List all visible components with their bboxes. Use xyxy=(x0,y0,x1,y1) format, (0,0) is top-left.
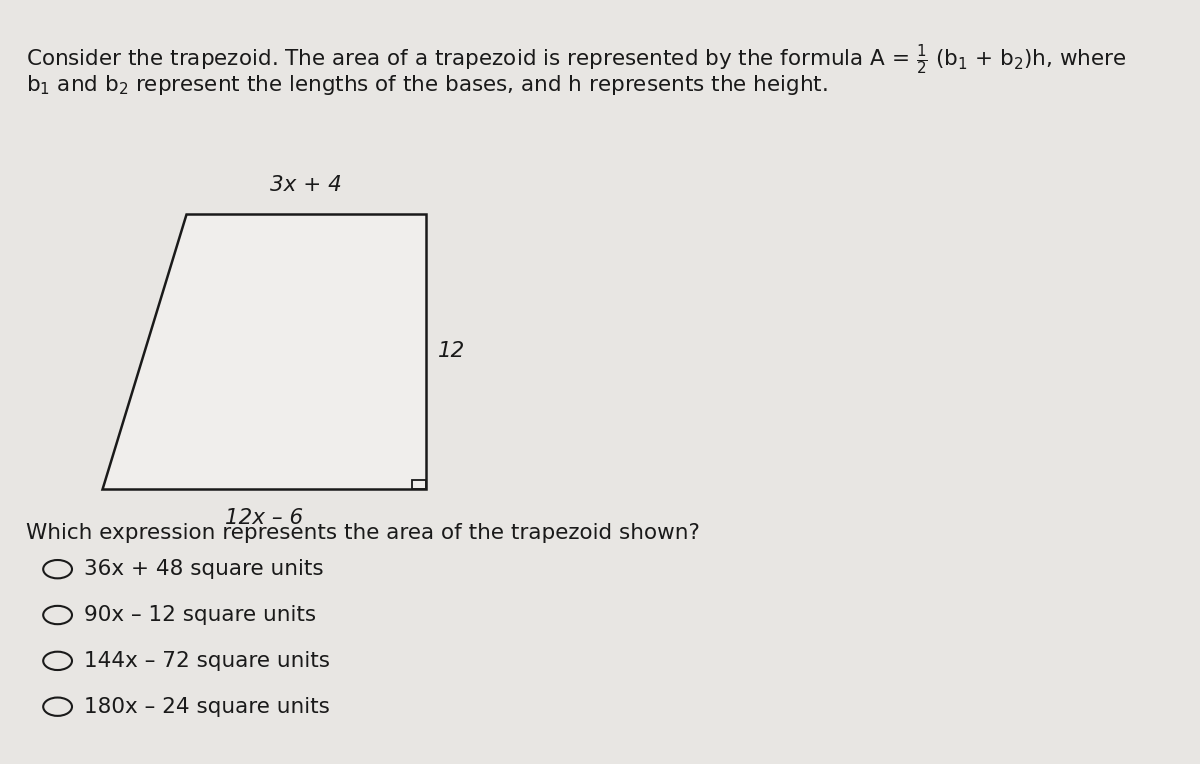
Text: 90x – 12 square units: 90x – 12 square units xyxy=(84,605,316,625)
Text: b$_1$ and b$_2$ represent the lengths of the bases, and h represents the height.: b$_1$ and b$_2$ represent the lengths of… xyxy=(26,73,828,96)
Text: 36x + 48 square units: 36x + 48 square units xyxy=(84,559,324,579)
Text: Which expression represents the area of the trapezoid shown?: Which expression represents the area of … xyxy=(26,523,701,543)
Text: 12: 12 xyxy=(438,342,466,361)
Polygon shape xyxy=(102,214,426,489)
Text: 3x + 4: 3x + 4 xyxy=(270,175,342,195)
Text: 12x – 6: 12x – 6 xyxy=(224,508,304,528)
Text: 180x – 24 square units: 180x – 24 square units xyxy=(84,697,330,717)
Text: Consider the trapezoid. The area of a trapezoid is represented by the formula A : Consider the trapezoid. The area of a tr… xyxy=(26,42,1127,76)
Text: 144x – 72 square units: 144x – 72 square units xyxy=(84,651,330,671)
